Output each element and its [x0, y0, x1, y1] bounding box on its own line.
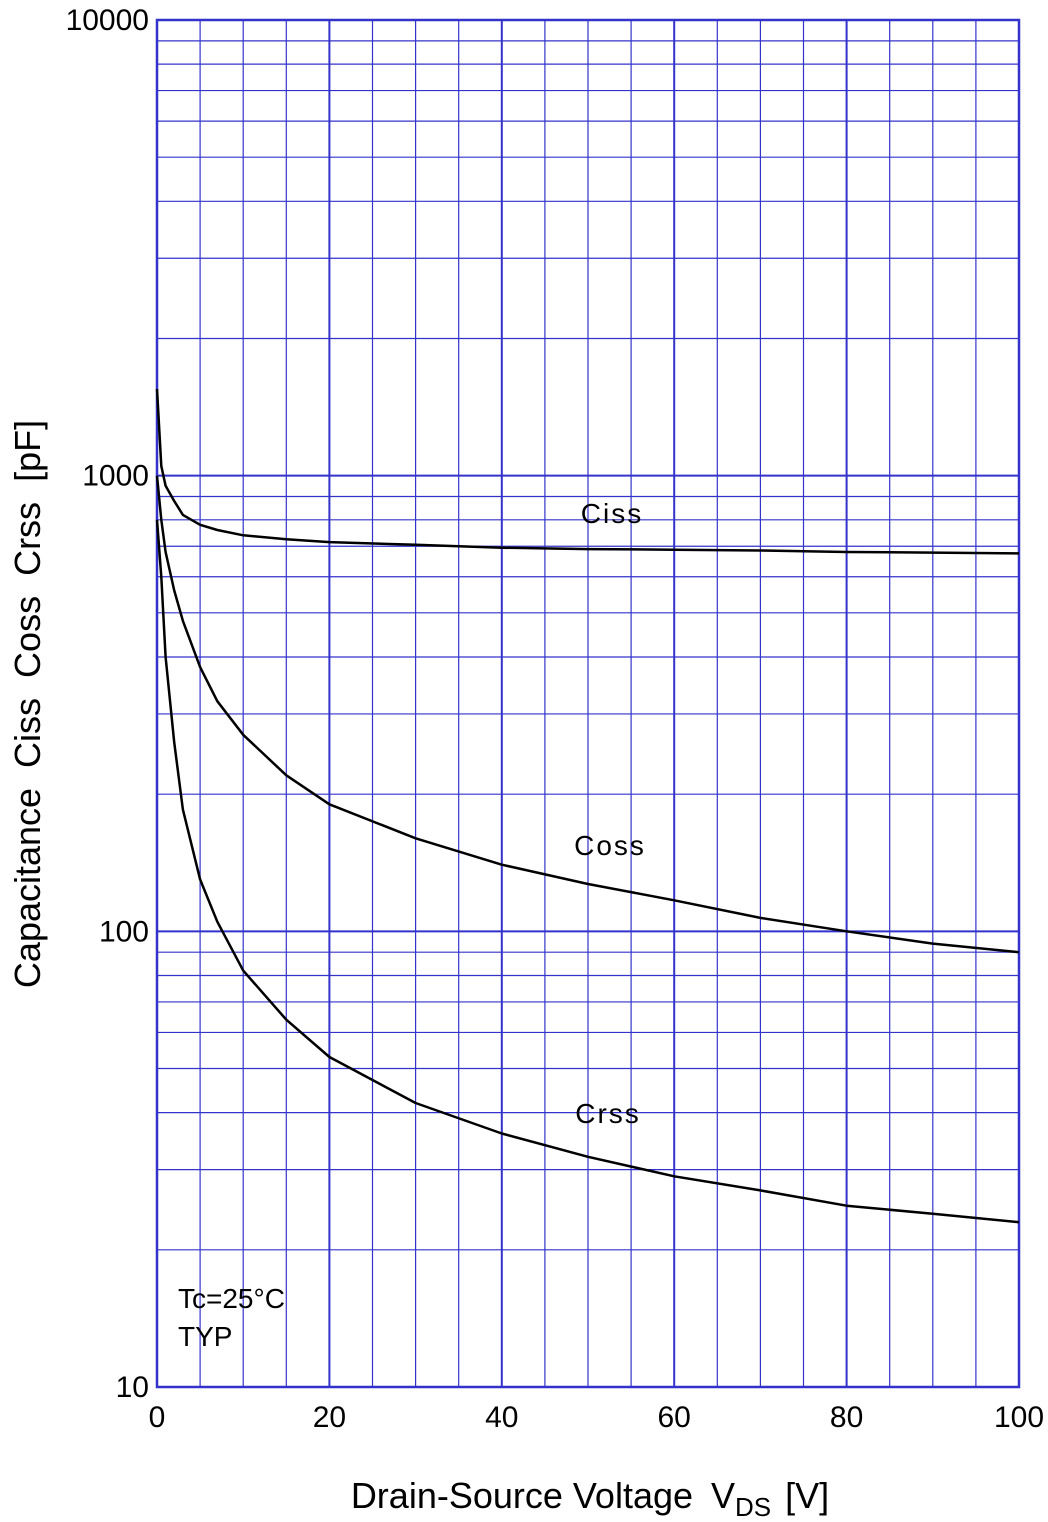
x-axis-unit: [V] [785, 1475, 829, 1516]
y-tick-label: 10 [116, 1371, 149, 1404]
series-line-ciss [155, 388, 1020, 555]
series-line-coss [155, 475, 1020, 954]
curves [155, 388, 1020, 1224]
x-tick-label: 100 [994, 1401, 1044, 1434]
tick-labels: 0 20 40 60 80 100 10 100 1000 10000 [66, 4, 1044, 1434]
x-tick-label: 60 [658, 1401, 691, 1434]
y-tick-label: 100 [99, 915, 149, 948]
y-tick-label: 10000 [66, 4, 149, 37]
x-tick-label: 20 [313, 1401, 346, 1434]
grid [155, 18, 1021, 1389]
x-axis-title: Drain-Source Voltage VDS [V] [351, 1475, 829, 1522]
y-tick-label: 1000 [82, 460, 149, 493]
plot-frame [155, 18, 1021, 1389]
x-axis-subscript: DS [735, 1492, 771, 1522]
series-label-ciss: Ciss [581, 498, 643, 529]
x-axis-symbol: V [711, 1475, 735, 1516]
temperature-note: Tc=25°C [178, 1283, 285, 1314]
x-tick-label: 0 [149, 1401, 166, 1434]
y-axis-title: Capacitance Ciss Coss Crss [pF] [7, 420, 48, 988]
x-axis-label: Drain-Source Voltage [351, 1475, 693, 1516]
typ-note: TYP [178, 1321, 232, 1352]
series-line-crss [155, 519, 1020, 1224]
series-label-coss: Coss [574, 830, 646, 861]
x-tick-label: 40 [485, 1401, 518, 1434]
series-label-crss: Crss [575, 1098, 641, 1129]
x-tick-label: 80 [830, 1401, 863, 1434]
